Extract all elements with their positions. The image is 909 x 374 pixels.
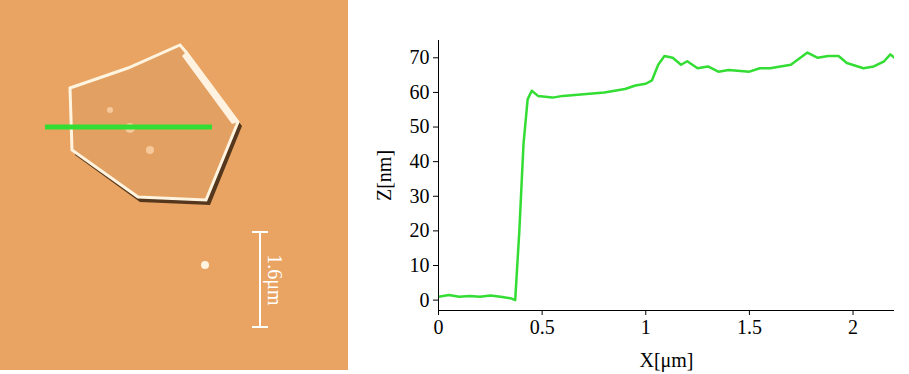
- svg-text:30: 30: [410, 185, 430, 207]
- svg-text:60: 60: [410, 81, 430, 103]
- svg-text:0: 0: [420, 289, 430, 311]
- svg-text:0.5: 0.5: [530, 316, 555, 338]
- svg-text:70: 70: [410, 46, 430, 68]
- svg-text:40: 40: [410, 150, 430, 172]
- svg-text:10: 10: [410, 254, 430, 276]
- svg-text:20: 20: [410, 219, 430, 241]
- svg-text:X[μm]: X[μm]: [639, 349, 693, 372]
- svg-text:1.6μm: 1.6μm: [263, 254, 286, 306]
- svg-text:50: 50: [410, 115, 430, 137]
- svg-text:1.5: 1.5: [737, 316, 762, 338]
- svg-text:1: 1: [641, 316, 651, 338]
- svg-text:0: 0: [434, 316, 444, 338]
- svg-text:Z[nm]: Z[nm]: [373, 150, 395, 201]
- svg-text:2: 2: [848, 316, 858, 338]
